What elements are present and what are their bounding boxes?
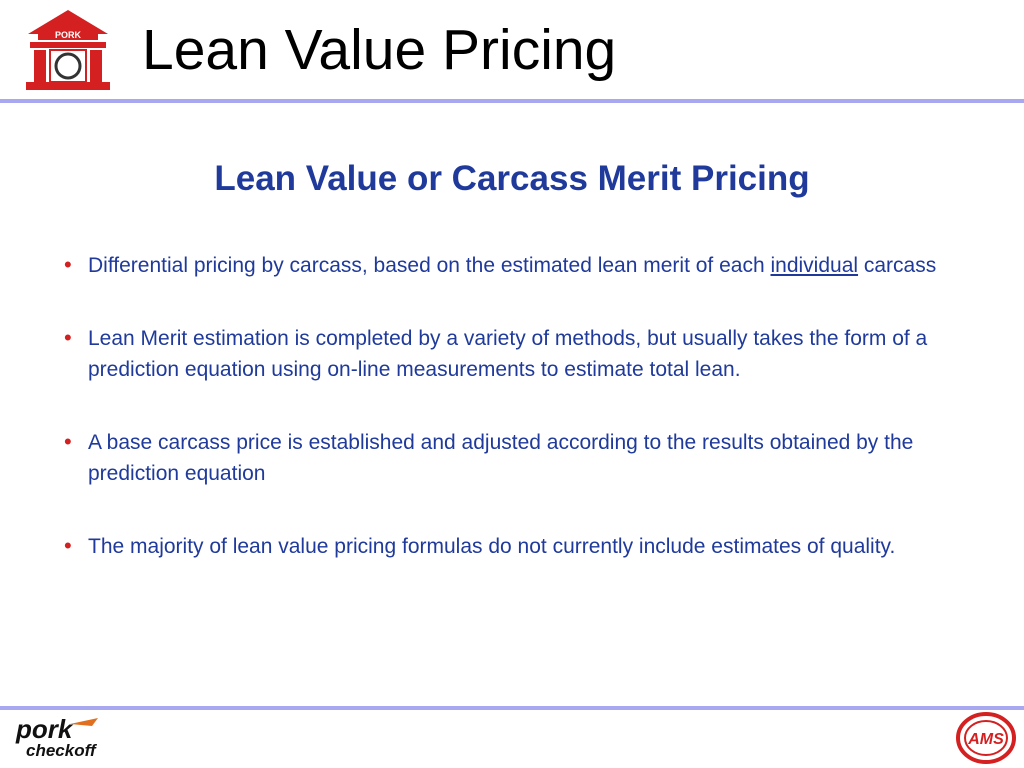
bullet-icon: •	[64, 325, 72, 350]
logo-text-pork: pork	[15, 714, 74, 744]
pork-building-logo-icon: PORK	[26, 10, 110, 90]
bullet-icon: •	[64, 429, 72, 454]
bullet-item: • The majority of lean value pricing for…	[60, 531, 940, 562]
slide-subtitle: Lean Value or Carcass Merit Pricing	[214, 159, 810, 198]
bullet-list: • Differential pricing by carcass, based…	[60, 250, 940, 562]
logo-text: PORK	[55, 30, 82, 40]
bullet-text: Differential pricing by carcass, based o…	[88, 254, 771, 277]
logo-text-checkoff: checkoff	[26, 741, 98, 760]
pork-checkoff-logo-icon: pork checkoff	[15, 714, 98, 760]
bullet-text: carcass	[858, 254, 937, 277]
bullet-item: • Differential pricing by carcass, based…	[60, 250, 940, 281]
bullet-text: The majority of lean value pricing formu…	[88, 535, 896, 558]
bullet-item: • Lean Merit estimation is completed by …	[60, 323, 940, 385]
slide-title: Lean Value Pricing	[142, 18, 617, 82]
bullet-icon: •	[64, 252, 72, 277]
top-divider	[0, 99, 1024, 103]
bullet-item: • A base carcass price is established an…	[60, 427, 940, 489]
bullet-text: A base carcass price is established and …	[88, 431, 914, 485]
ams-logo-icon: AMS	[956, 712, 1016, 764]
underlined-text: individual	[770, 254, 859, 277]
bullet-text: Lean Merit estimation is completed by a …	[88, 327, 928, 381]
logo-text-ams: AMS	[967, 731, 1004, 748]
bullet-icon: •	[64, 533, 72, 558]
bottom-divider	[0, 706, 1024, 710]
